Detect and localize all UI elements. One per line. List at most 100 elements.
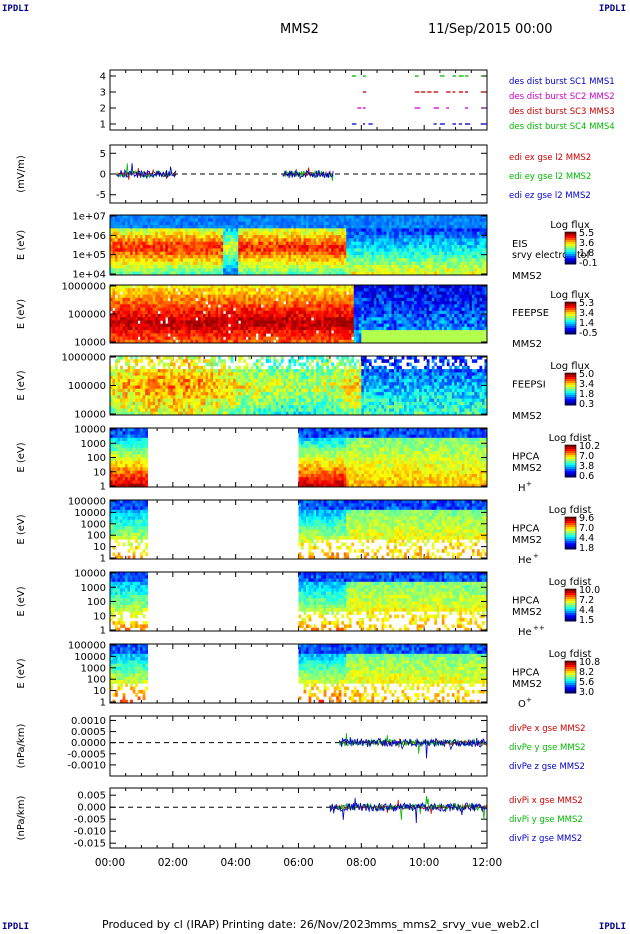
heatmap-cell: [132, 251, 136, 256]
heatmap-cell: [313, 261, 317, 266]
heatmap-cell: [230, 307, 234, 312]
heatmap-cell: [336, 333, 340, 337]
heatmap-cell: [263, 330, 267, 334]
heatmap-cell: [145, 307, 148, 312]
heatmap-cell: [205, 333, 209, 337]
heatmap-cell: [331, 336, 334, 341]
heatmap-cell: [115, 291, 118, 295]
heatmap-cell: [190, 291, 194, 295]
heatmap-cell: [200, 336, 204, 341]
heatmap-cell: [265, 215, 269, 219]
heatmap-cell: [208, 330, 211, 334]
heatmap-cell: [368, 323, 372, 328]
heatmap-cell: [318, 238, 322, 242]
heatmap-cell: [414, 215, 417, 219]
heatmap-cell: [464, 241, 468, 246]
heatmap-cell: [218, 255, 221, 259]
heatmap-cell: [120, 255, 123, 259]
heatmap-cell: [318, 307, 322, 312]
heatmap-cell: [434, 238, 438, 242]
heatmap-cell: [268, 251, 272, 256]
heatmap-cell: [130, 297, 133, 302]
heatmap-cell: [301, 248, 304, 252]
heatmap-cell: [122, 317, 126, 321]
heatmap-cell: [160, 288, 164, 292]
heatmap-cell: [157, 336, 161, 341]
heatmap-cell: [255, 215, 259, 219]
heatmap-cell: [160, 245, 164, 249]
heatmap-cell: [140, 225, 143, 229]
heatmap-cell: [245, 261, 249, 266]
heatmap-cell: [466, 241, 470, 246]
heatmap-cell: [205, 221, 209, 226]
heatmap-cell: [125, 297, 128, 302]
heatmap-cell: [260, 235, 264, 239]
heatmap-cell: [338, 285, 342, 289]
heatmap-cell: [115, 271, 118, 276]
heatmap-cell: [135, 301, 138, 305]
heatmap-cell: [293, 225, 297, 229]
heatmap-cell: [205, 228, 209, 232]
heatmap-cell: [177, 221, 181, 226]
heatmap-cell: [303, 258, 307, 262]
heatmap-cell: [411, 221, 415, 226]
heatmap-cell: [343, 339, 347, 344]
heatmap-cell: [323, 258, 327, 262]
heatmap-cell: [125, 215, 128, 219]
colorbar: [564, 231, 577, 265]
heatmap-cell: [341, 323, 345, 328]
heatmap-cell: [270, 265, 274, 269]
heatmap-cell: [187, 231, 191, 236]
heatmap-cell: [172, 307, 176, 312]
heatmap-cell: [208, 323, 211, 328]
heatmap-cell: [253, 285, 257, 289]
heatmap-cell: [280, 271, 284, 276]
heatmap-cell: [399, 265, 402, 269]
heatmap-cell: [248, 225, 252, 229]
heatmap-cell: [268, 297, 272, 302]
heatmap-cell: [240, 285, 244, 289]
heatmap-cell: [225, 317, 229, 321]
heatmap-cell: [135, 333, 138, 337]
heatmap-cell: [361, 310, 365, 315]
heatmap-cell: [185, 255, 189, 259]
heatmap-cell: [429, 218, 432, 222]
heatmap-cell: [301, 317, 304, 321]
heatmap-cell: [353, 291, 357, 295]
heatmap-cell: [323, 301, 327, 305]
heatmap-cell: [152, 248, 156, 252]
heatmap-cell: [182, 330, 186, 334]
heatmap-cell: [235, 218, 239, 222]
heatmap-cell: [122, 326, 126, 331]
heatmap-cell: [195, 215, 199, 219]
heatmap-cell: [190, 294, 194, 299]
heatmap-cell: [125, 218, 128, 222]
heatmap-cell: [356, 225, 360, 229]
heatmap-cell: [280, 251, 284, 256]
heatmap-cell: [195, 235, 199, 239]
heatmap-cell: [155, 228, 159, 232]
heatmap-cell: [245, 271, 249, 276]
heatmap-cell: [238, 235, 241, 239]
heatmap-cell: [308, 288, 312, 292]
heatmap-cell: [170, 288, 174, 292]
heatmap-cell: [117, 231, 121, 236]
heatmap-cell: [356, 320, 360, 324]
heatmap-cell: [399, 251, 402, 256]
heatmap-cell: [290, 218, 294, 222]
heatmap-cell: [202, 215, 206, 219]
heatmap-cell: [197, 301, 201, 305]
heatmap-cell: [434, 255, 438, 259]
heatmap-cell: [323, 238, 327, 242]
heatmap-cell: [155, 323, 159, 328]
heatmap-cell: [323, 294, 327, 299]
legend-entry: divPi y gse MMS2: [509, 815, 583, 825]
heatmap-cell: [308, 314, 312, 318]
heatmap-cell: [318, 245, 322, 249]
heatmap-cell: [120, 323, 123, 328]
heatmap-cell: [167, 307, 171, 312]
heatmap-cell: [200, 245, 204, 249]
heatmap-cell: [316, 288, 319, 292]
heatmap-cell: [238, 218, 241, 222]
heatmap-cell: [378, 235, 382, 239]
